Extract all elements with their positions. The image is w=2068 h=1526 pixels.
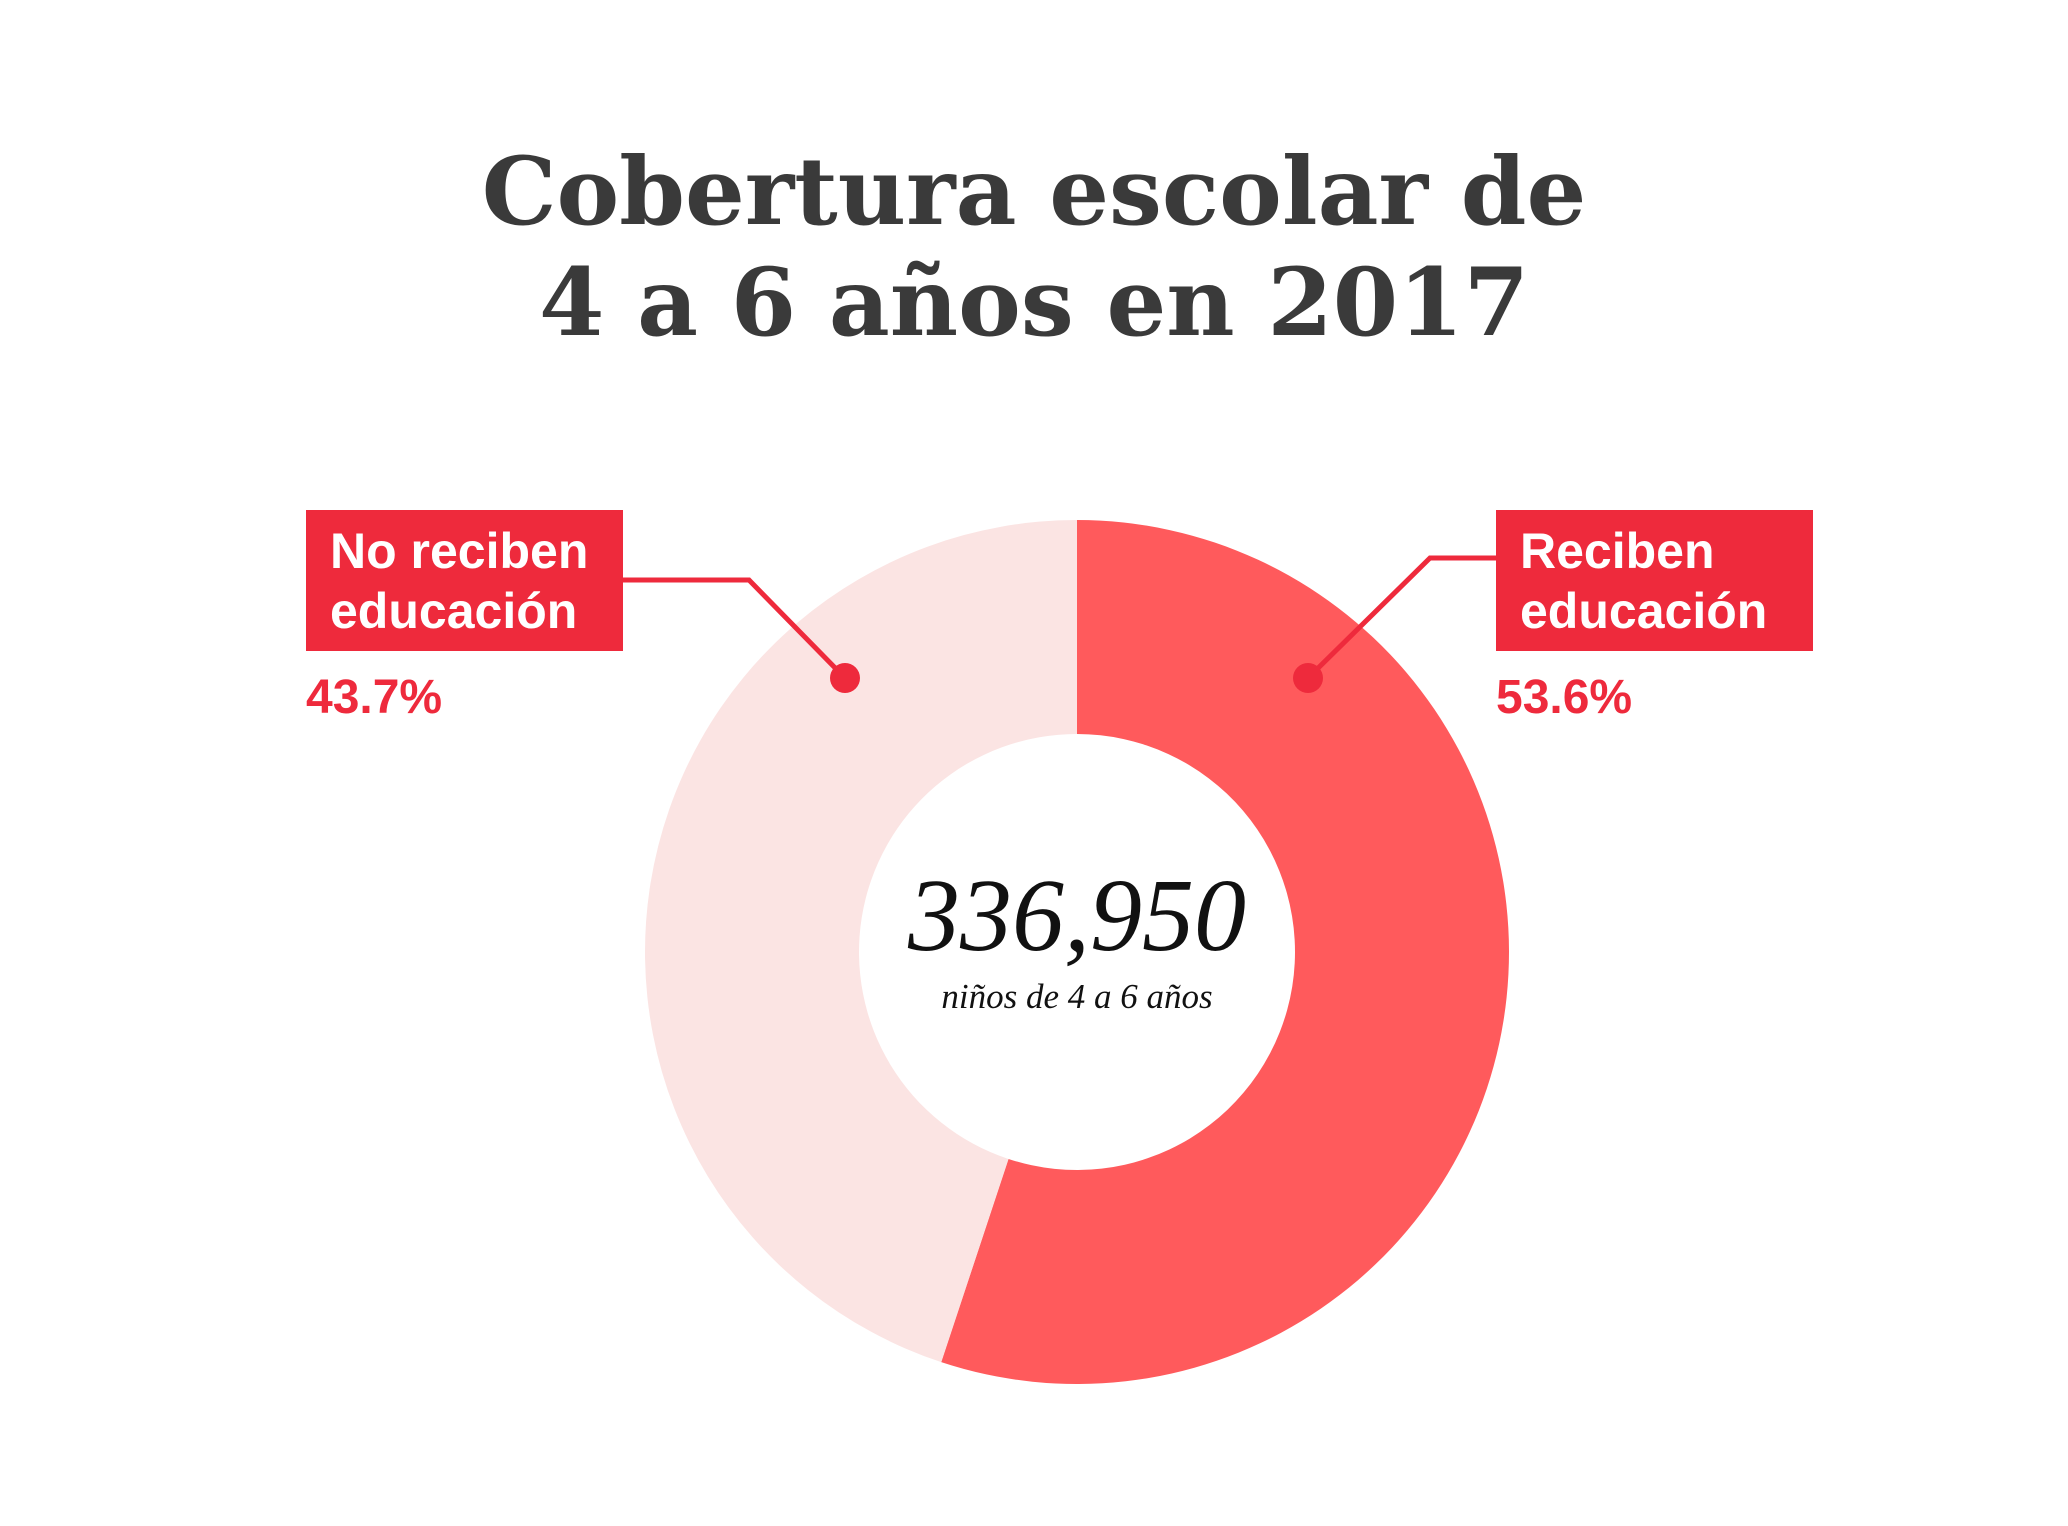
center-total-value: 336,950 [907, 858, 1246, 973]
leader-dot-no-reciben [830, 663, 860, 693]
callout-label-no-reciben-line-2: educación [330, 583, 577, 639]
leader-line-no-reciben [623, 577, 847, 680]
donut-slice-no-reciben [645, 520, 1077, 1363]
value-label-no-reciben: 43.7% [306, 671, 442, 724]
value-label-reciben: 53.6% [1496, 671, 1632, 724]
center-total-label: niños de 4 a 6 años [941, 977, 1212, 1016]
callout-reciben: Reciben educación 53.6% [1293, 510, 1813, 724]
chart-title-line-1: Cobertura escolar de [482, 137, 1587, 247]
donut-slice-reciben [941, 520, 1510, 1384]
callout-box-no-reciben [306, 510, 623, 651]
callout-label-no-reciben-line-1: No reciben [330, 523, 588, 579]
callout-label-reciben-line-1: Reciben [1520, 523, 1715, 579]
callout-no-reciben: No reciben educación 43.7% [306, 510, 860, 724]
chart-title-line-2: 4 a 6 años en 2017 [539, 248, 1529, 358]
callout-box-reciben [1496, 510, 1813, 651]
donut-chart [645, 520, 1510, 1384]
callout-label-reciben-line-2: educación [1520, 583, 1767, 639]
leader-dot-reciben [1293, 663, 1323, 693]
leader-line-reciben [1306, 555, 1496, 680]
